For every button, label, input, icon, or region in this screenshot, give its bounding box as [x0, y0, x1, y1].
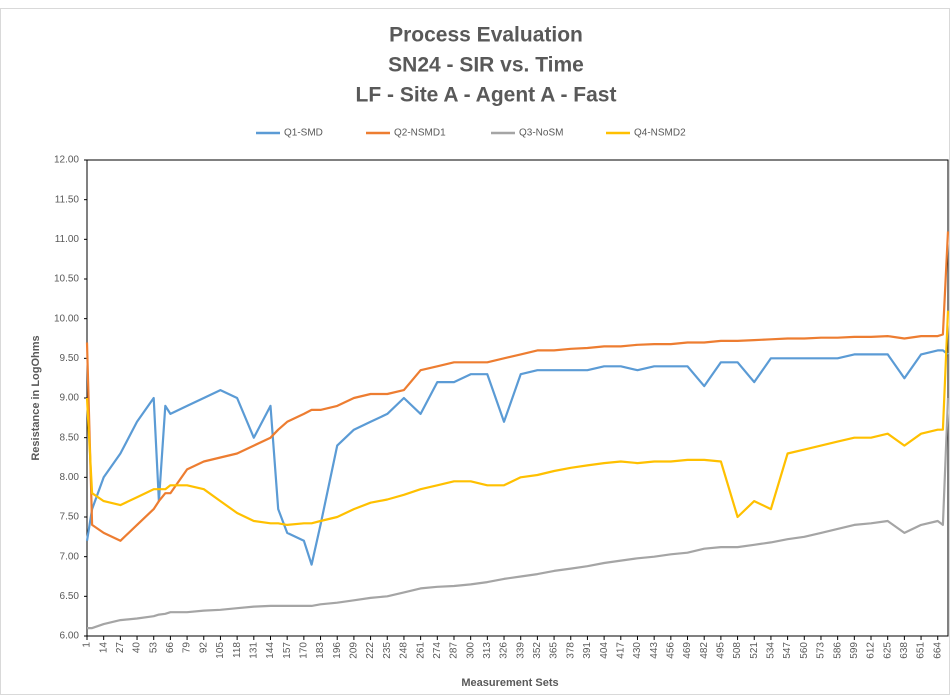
x-tick-label: 352: [532, 642, 543, 659]
x-tick-label: 482: [699, 642, 710, 659]
y-tick-label: 12.00: [54, 155, 79, 166]
x-tick-label: 573: [816, 642, 827, 659]
y-tick-label: 11.00: [55, 234, 80, 245]
x-tick-label: 560: [799, 642, 810, 659]
y-axis-title: Resistance in LogOhms: [30, 335, 42, 460]
x-tick-label: 404: [599, 642, 610, 659]
legend-label: Q4-NSMD2: [634, 128, 686, 139]
legend-label: Q2-NSMD1: [394, 128, 446, 139]
x-tick-label: 625: [882, 642, 893, 659]
x-tick-label: 547: [782, 642, 793, 659]
x-tick-label: 326: [499, 642, 510, 659]
series-line: [85, 231, 950, 542]
chart-title: SN24 - SIR vs. Time: [388, 54, 584, 77]
x-tick-label: 105: [215, 642, 226, 659]
y-tick-label: 7.50: [60, 512, 80, 523]
x-tick-label: 14: [98, 642, 109, 654]
x-tick-label: 638: [899, 642, 910, 659]
chart-title: Process Evaluation: [389, 24, 583, 47]
x-tick-label: 144: [265, 642, 276, 659]
y-tick-label: 9.00: [60, 393, 80, 404]
y-tick-label: 7.00: [60, 551, 80, 562]
series-line: [85, 349, 949, 566]
x-tick-label: 222: [365, 642, 376, 659]
x-tick-label: 508: [732, 642, 743, 659]
x-tick-label: 391: [582, 642, 593, 659]
x-tick-label: 300: [465, 642, 476, 659]
series-line: [85, 310, 950, 526]
chart-title: LF - Site A - Agent A - Fast: [356, 84, 617, 107]
x-tick-label: 235: [382, 642, 393, 659]
x-tick-label: 261: [415, 642, 426, 659]
x-tick-label: 92: [198, 642, 209, 654]
x-tick-label: 430: [632, 642, 643, 659]
x-tick-label: 469: [682, 642, 693, 659]
x-tick-label: 27: [115, 642, 126, 654]
x-tick-label: 53: [148, 642, 159, 654]
x-tick-label: 287: [449, 642, 460, 659]
y-tick-label: 10.50: [54, 274, 79, 285]
x-tick-label: 612: [866, 642, 877, 659]
x-tick-label: 586: [832, 642, 843, 659]
x-tick-label: 599: [849, 642, 860, 659]
x-tick-label: 274: [432, 642, 443, 659]
series-line: [87, 397, 950, 630]
x-tick-label: 40: [132, 642, 143, 654]
x-tick-label: 417: [615, 642, 626, 659]
x-tick-label: 1: [82, 642, 93, 648]
legend-label: Q1-SMD: [284, 128, 323, 139]
x-tick-label: 313: [482, 642, 493, 659]
x-tick-label: 170: [298, 642, 309, 659]
x-tick-label: 443: [649, 642, 660, 659]
x-tick-label: 209: [349, 642, 360, 659]
chart-frame: [0, 8, 950, 695]
y-tick-label: 8.50: [60, 432, 80, 443]
x-tick-label: 66: [165, 642, 176, 654]
x-axis-title: Measurement Sets: [461, 677, 558, 689]
y-tick-label: 10.00: [54, 313, 79, 324]
x-tick-label: 339: [515, 642, 526, 659]
x-tick-label: 248: [399, 642, 410, 659]
y-tick-label: 11.50: [55, 194, 80, 205]
y-tick-label: 6.00: [60, 631, 80, 642]
x-tick-label: 131: [248, 642, 259, 659]
x-tick-label: 183: [315, 642, 326, 659]
y-tick-label: 6.50: [60, 591, 80, 602]
x-tick-label: 196: [332, 642, 343, 659]
x-tick-label: 456: [665, 642, 676, 659]
y-tick-label: 9.50: [60, 353, 80, 364]
x-tick-label: 378: [565, 642, 576, 659]
x-tick-label: 521: [749, 642, 760, 659]
x-tick-label: 365: [549, 642, 560, 659]
y-tick-label: 8.00: [60, 472, 80, 483]
x-tick-label: 495: [716, 642, 727, 659]
x-tick-label: 534: [766, 642, 777, 659]
x-tick-label: 118: [232, 642, 243, 658]
legend-label: Q3-NoSM: [519, 128, 563, 139]
x-tick-label: 651: [916, 642, 927, 659]
x-tick-label: 157: [282, 642, 293, 659]
x-tick-label: 79: [182, 642, 193, 654]
x-tick-label: 664: [932, 642, 943, 659]
